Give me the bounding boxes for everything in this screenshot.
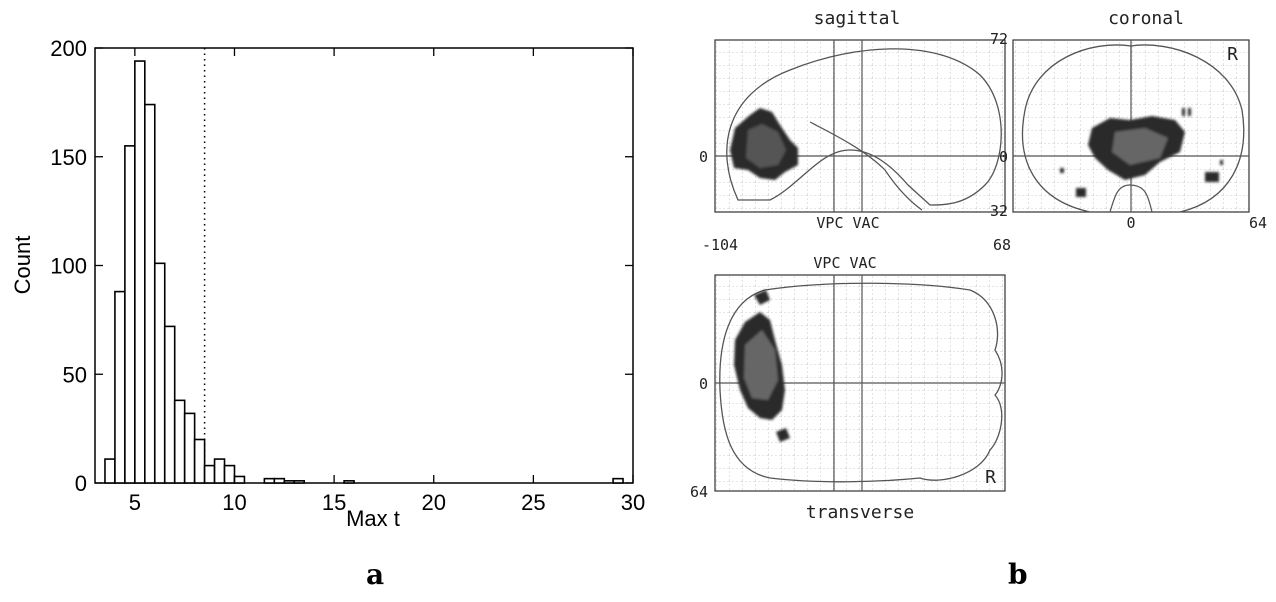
histogram-bar <box>173 399 186 484</box>
sagittal-left-tick: 0 <box>699 148 708 166</box>
y-tick-label: 200 <box>50 36 87 61</box>
histogram-bar <box>203 464 216 484</box>
x-tick-label: 5 <box>129 490 141 515</box>
histogram-bar <box>144 103 156 484</box>
sagittal-title: sagittal <box>814 8 901 29</box>
transverse-title: transverse <box>806 502 914 523</box>
histogram-bar <box>343 480 355 484</box>
histogram-bar <box>213 458 226 484</box>
histogram-bar <box>163 325 176 484</box>
histogram-bar <box>223 464 236 484</box>
histogram-bar <box>153 262 166 484</box>
histogram-bar <box>114 290 126 484</box>
y-axis-label: Count <box>10 236 35 295</box>
histogram-bar <box>104 458 116 484</box>
x-axis-label: Max t <box>346 506 400 531</box>
histogram-bar <box>293 480 306 484</box>
x-tick-label: 10 <box>222 490 246 515</box>
histogram-bar <box>233 475 246 484</box>
histogram-bar <box>183 412 196 484</box>
histogram-bar <box>283 480 296 484</box>
histogram-bar <box>134 60 146 484</box>
histogram-bar <box>124 145 136 484</box>
coronal-title: coronal <box>1108 8 1184 29</box>
histogram-bar <box>263 477 276 484</box>
sagittal-x-max: 68 <box>993 236 1011 254</box>
x-tick-label: 25 <box>521 490 545 515</box>
glass-brain-figure: sagittal 0 VPC VAC -104 68 coronal <box>690 8 1267 523</box>
histogram-bar <box>273 477 286 484</box>
y-tick-label: 150 <box>50 145 87 170</box>
x-tick-label: 20 <box>421 490 445 515</box>
histogram-bar <box>193 438 206 484</box>
coronal-top-tick: 72 <box>990 30 1008 48</box>
coronal-bottom-tick: 32 <box>990 202 1008 220</box>
x-tick-label: 15 <box>322 490 346 515</box>
transverse-left-tick: 0 <box>699 375 708 393</box>
panel-letter-a: a <box>366 558 385 591</box>
y-tick-label: 0 <box>75 471 87 496</box>
transverse-top-label: VPC VAC <box>813 254 876 272</box>
max-t-histogram: 5 10 15 20 25 30 0 50 100 150 200 Max t Count <box>10 36 645 531</box>
coronal-side-label: R <box>1227 44 1238 65</box>
x-tick-label: 30 <box>621 490 645 515</box>
coronal-x-mid: 0 <box>1126 214 1135 232</box>
panel-letter-b: b <box>1008 558 1028 591</box>
transverse-view: VPC VAC 0 64 R transverse <box>690 254 1006 523</box>
coronal-left-tick: 0 <box>999 148 1008 166</box>
transverse-bottom-tick: 64 <box>690 483 708 501</box>
sagittal-activation <box>730 108 798 180</box>
coronal-activation <box>1060 108 1223 197</box>
transverse-side-label: R <box>985 467 996 488</box>
sagittal-bottom-label: VPC VAC <box>816 214 879 232</box>
transverse-activation <box>734 290 790 442</box>
histogram-bar <box>612 477 624 484</box>
coronal-x-max: 64 <box>1249 214 1267 232</box>
y-tick-label: 50 <box>63 362 87 387</box>
sagittal-x-min: -104 <box>702 236 738 254</box>
histogram-bars <box>104 60 624 484</box>
sagittal-view: sagittal 0 VPC VAC -104 68 <box>699 8 1011 254</box>
coronal-view: coronal 72 0 32 0 64 R <box>990 8 1267 232</box>
y-tick-label: 100 <box>50 254 87 279</box>
histogram-ticks: 5 10 15 20 25 30 0 50 100 150 200 <box>50 36 645 515</box>
